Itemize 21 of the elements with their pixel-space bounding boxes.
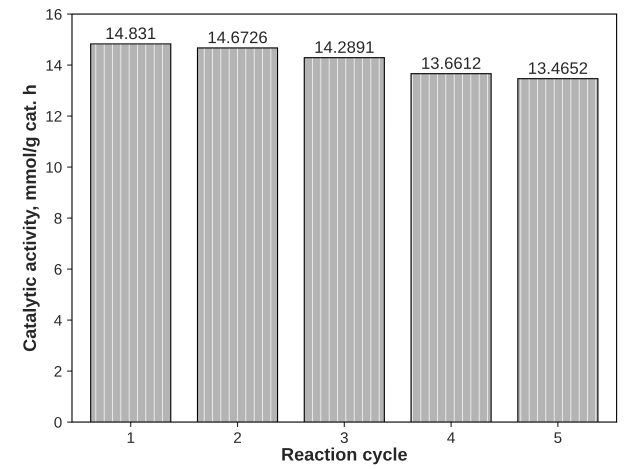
y-axis-title: Catalytic activity, mmol/g cat. h [22, 85, 40, 352]
y-tick-label: 16 [46, 8, 62, 20]
x-tick-label: 5 [554, 432, 562, 444]
data-label: 13.4652 [529, 62, 588, 74]
y-tick-label: 10 [46, 162, 62, 173]
data-label: 14.2891 [315, 41, 374, 54]
data-label: 13.6612 [422, 57, 480, 70]
y-tick-label: 2 [54, 366, 62, 377]
x-tick-label: 2 [234, 432, 241, 443]
y-tick-label: 0 [54, 416, 62, 428]
x-axis-title: Reaction cycle [282, 447, 407, 464]
y-tick-label: 12 [46, 110, 62, 122]
y-tick-label: 6 [54, 264, 62, 275]
data-label: 14.6726 [208, 31, 267, 44]
x-tick-label: 4 [447, 432, 455, 443]
y-tick-label: 8 [54, 212, 62, 224]
y-tick-label: 14 [46, 60, 62, 71]
x-tick-label: 3 [340, 432, 348, 444]
y-tick-label: 4 [54, 315, 62, 326]
x-tick-label: 1 [128, 432, 134, 443]
data-label: 14.831 [106, 27, 156, 40]
